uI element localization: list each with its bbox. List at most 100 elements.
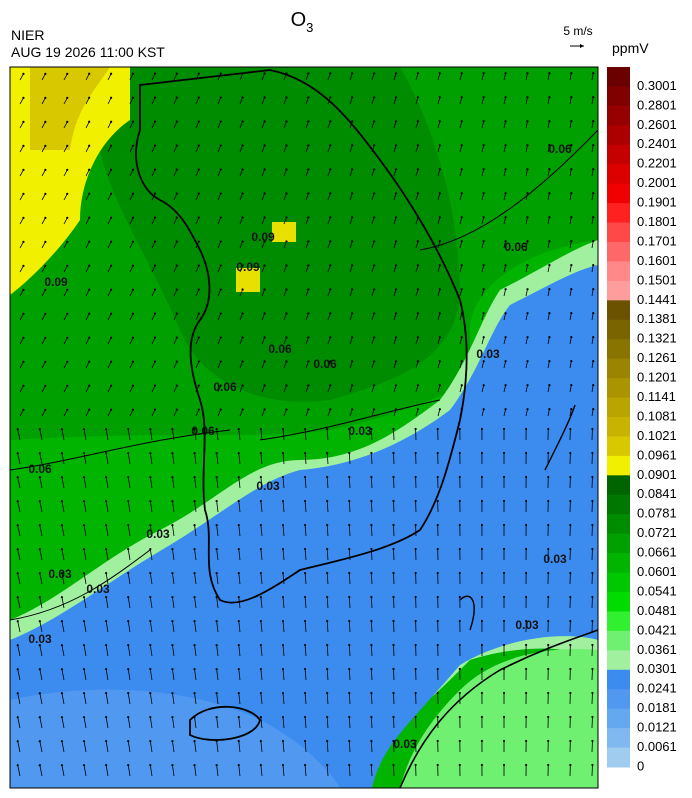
wind-arrow-head bbox=[88, 336, 91, 339]
wind-arrow-head bbox=[370, 547, 373, 551]
wind-arrow bbox=[39, 453, 43, 465]
wind-arrow-head bbox=[303, 715, 307, 719]
wind-arrow bbox=[216, 429, 219, 441]
contour-label: 0.03 bbox=[86, 582, 110, 596]
wind-arrow bbox=[195, 193, 200, 201]
wind-arrow-head bbox=[263, 168, 266, 171]
wind-arrow bbox=[260, 645, 263, 657]
wind-arrow bbox=[459, 361, 463, 369]
wind-arrow bbox=[348, 428, 351, 441]
wind-arrow bbox=[41, 337, 46, 345]
wind-arrow bbox=[195, 289, 200, 297]
wind-arrow-head bbox=[66, 240, 69, 243]
wind-arrow bbox=[63, 361, 68, 369]
wind-arrow bbox=[437, 241, 441, 249]
colorbar-label: 0.0061 bbox=[637, 739, 677, 754]
wind-arrow-head bbox=[502, 523, 506, 527]
wind-arrow bbox=[217, 193, 222, 201]
wind-arrow-head bbox=[458, 475, 461, 479]
wind-arrow bbox=[591, 121, 594, 129]
wind-arrow-head bbox=[22, 120, 25, 123]
wind-arrow-head bbox=[82, 716, 86, 719]
wind-arrow bbox=[261, 361, 265, 369]
wind-arrow-head bbox=[219, 360, 222, 363]
wind-arrow bbox=[19, 241, 24, 249]
wind-arrow-head bbox=[502, 547, 506, 551]
wind-arrow-head bbox=[22, 144, 25, 147]
colorbar-cell bbox=[607, 86, 630, 107]
wind-arrow-head bbox=[416, 264, 420, 267]
wind-arrow-head bbox=[60, 428, 64, 431]
wind-arrow-head bbox=[241, 408, 244, 411]
wind-arrow-head bbox=[44, 288, 47, 291]
wind-arrow-head bbox=[193, 643, 196, 647]
wind-arrow-head bbox=[502, 619, 506, 623]
wind-arrow-head bbox=[591, 691, 594, 695]
wind-arrow-head bbox=[263, 96, 266, 99]
wind-arrow-head bbox=[592, 312, 595, 315]
wind-arrow bbox=[217, 313, 222, 321]
wind-arrow-head bbox=[153, 312, 157, 315]
wind-arrow-head bbox=[193, 667, 196, 671]
wind-arrow bbox=[173, 313, 178, 321]
wind-arrow-head bbox=[569, 739, 572, 743]
wind-arrow-head bbox=[110, 360, 113, 363]
wind-arrow-head bbox=[237, 571, 240, 575]
wind-arrow-head bbox=[153, 120, 157, 123]
wind-arrow-head bbox=[438, 192, 441, 195]
wind-arrow bbox=[283, 73, 287, 81]
wind-arrow-head bbox=[237, 451, 240, 455]
wind-arrow-head bbox=[569, 475, 572, 479]
wind-arrow bbox=[129, 97, 134, 105]
wind-arrow bbox=[172, 549, 175, 561]
wind-arrow-head bbox=[16, 428, 19, 431]
wind-arrow bbox=[348, 596, 351, 609]
wind-arrow-head bbox=[480, 523, 484, 527]
wind-arrow bbox=[569, 241, 572, 249]
wind-arrow bbox=[525, 145, 528, 153]
wind-arrow bbox=[547, 73, 550, 81]
wind-arrow bbox=[415, 361, 419, 369]
wind-arrow-head bbox=[259, 451, 262, 455]
wind-arrow bbox=[172, 621, 175, 633]
wind-arrow-head bbox=[110, 72, 113, 75]
wind-arrow bbox=[569, 193, 572, 201]
wind-arrow-head bbox=[193, 619, 196, 623]
wind-arrow bbox=[17, 501, 21, 513]
wind-arrow-head bbox=[215, 475, 218, 479]
wind-arrow bbox=[194, 525, 197, 537]
wind-arrow-head bbox=[348, 667, 351, 671]
wind-arrow-head bbox=[149, 500, 152, 503]
wind-arrow bbox=[283, 121, 287, 129]
wind-arrow bbox=[547, 385, 550, 393]
wind-arrow-head bbox=[219, 384, 222, 387]
colorbar-label: 0.1501 bbox=[637, 272, 677, 287]
colorbar-label: 0.2601 bbox=[637, 117, 677, 132]
contour-label: 0.06 bbox=[213, 380, 237, 394]
wind-arrow-head bbox=[193, 739, 196, 743]
wind-arrow bbox=[17, 549, 21, 561]
wind-arrow-head bbox=[110, 384, 113, 387]
wind-arrow-head bbox=[458, 667, 461, 671]
colorbar-label: 0.0721 bbox=[637, 525, 677, 540]
wind-arrow bbox=[415, 337, 419, 345]
wind-arrow-head bbox=[392, 499, 395, 503]
wind-arrow-head bbox=[458, 499, 461, 503]
wind-arrow bbox=[591, 217, 594, 225]
wind-arrow bbox=[349, 169, 353, 177]
wind-arrow-head bbox=[22, 312, 25, 315]
wind-arrow bbox=[173, 409, 178, 417]
wind-arrow-head bbox=[16, 692, 19, 695]
wind-arrow-head bbox=[153, 288, 157, 291]
wind-arrow-head bbox=[326, 427, 329, 431]
wind-arrow bbox=[261, 337, 265, 345]
wind-arrow-head bbox=[502, 595, 506, 599]
wind-arrow-head bbox=[197, 192, 200, 195]
wind-arrow bbox=[195, 169, 200, 177]
wind-arrow-head bbox=[592, 264, 595, 267]
wind-arrow-head bbox=[285, 120, 288, 123]
wind-arrow-head bbox=[326, 595, 329, 599]
wind-arrow bbox=[216, 741, 219, 753]
wind-arrow-head bbox=[60, 764, 64, 767]
wind-arrow bbox=[107, 289, 112, 297]
